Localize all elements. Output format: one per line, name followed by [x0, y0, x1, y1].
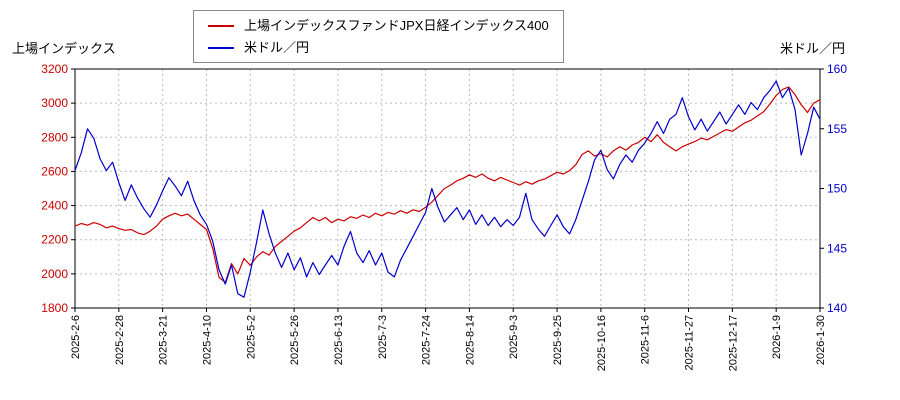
x-tick-label: 2025-3-21	[158, 315, 170, 365]
x-tick-label: 2025-7-3	[377, 315, 389, 359]
x-tick-label: 2025-4-10	[201, 315, 213, 365]
right-axis-title: 米ドル／円	[779, 41, 845, 56]
x-tick-label: 2026-1-9	[771, 315, 783, 359]
legend-label-jpx400: 上場インデックスファンドJPX日経インデックス400	[244, 18, 549, 33]
x-tick-label: 2025-5-2	[245, 315, 257, 359]
left-tick-label: 2800	[41, 130, 68, 144]
x-tick-label: 2025-5-26	[289, 315, 301, 365]
legend-item-jpx400: 上場インデックスファンドJPX日経インデックス400	[208, 18, 549, 33]
left-tick-label: 3000	[41, 96, 68, 110]
x-tick-label: 2025-11-27	[684, 315, 696, 370]
legend-line-blue	[208, 46, 234, 49]
x-tick-label: 2025-2-6	[70, 315, 82, 359]
right-tick-label: 140	[827, 301, 847, 315]
x-tick-label: 2025-6-13	[333, 315, 345, 365]
legend-item-usdjpy: 米ドル／円	[208, 40, 549, 55]
left-tick-label: 2200	[41, 233, 68, 247]
x-tick-label: 2025-7-24	[421, 315, 433, 365]
left-tick-label: 2600	[41, 164, 68, 178]
x-tick-label: 2025-9-3	[508, 315, 520, 359]
right-tick-label: 145	[827, 241, 847, 255]
x-tick-label: 2026-1-30	[815, 315, 827, 365]
x-tick-label: 2025-2-28	[114, 315, 126, 365]
series-line-usdjpy	[74, 80, 821, 298]
right-tick-label: 160	[827, 62, 847, 76]
right-tick-label: 155	[827, 122, 847, 136]
legend: 上場インデックスファンドJPX日経インデックス400 米ドル／円	[193, 10, 564, 63]
left-tick-label: 1800	[41, 301, 68, 315]
x-tick-label: 2025-8-14	[464, 315, 476, 365]
x-tick-label: 2025-9-25	[552, 315, 564, 365]
x-tick-label: 2025-12-17	[727, 315, 739, 371]
legend-line-red	[208, 24, 234, 27]
left-tick-label: 2000	[41, 267, 68, 281]
legend-label-usdjpy: 米ドル／円	[244, 40, 310, 55]
x-tick-label: 2025-11-6	[640, 315, 652, 364]
plot-border	[74, 68, 821, 309]
series-line-jpx400	[74, 86, 821, 283]
right-tick-label: 150	[827, 182, 847, 196]
x-tick-label: 2025-10-16	[596, 315, 608, 371]
left-axis-title: 上場インデックス	[12, 41, 116, 56]
left-tick-label: 3200	[41, 62, 68, 76]
left-tick-label: 2400	[41, 199, 68, 213]
